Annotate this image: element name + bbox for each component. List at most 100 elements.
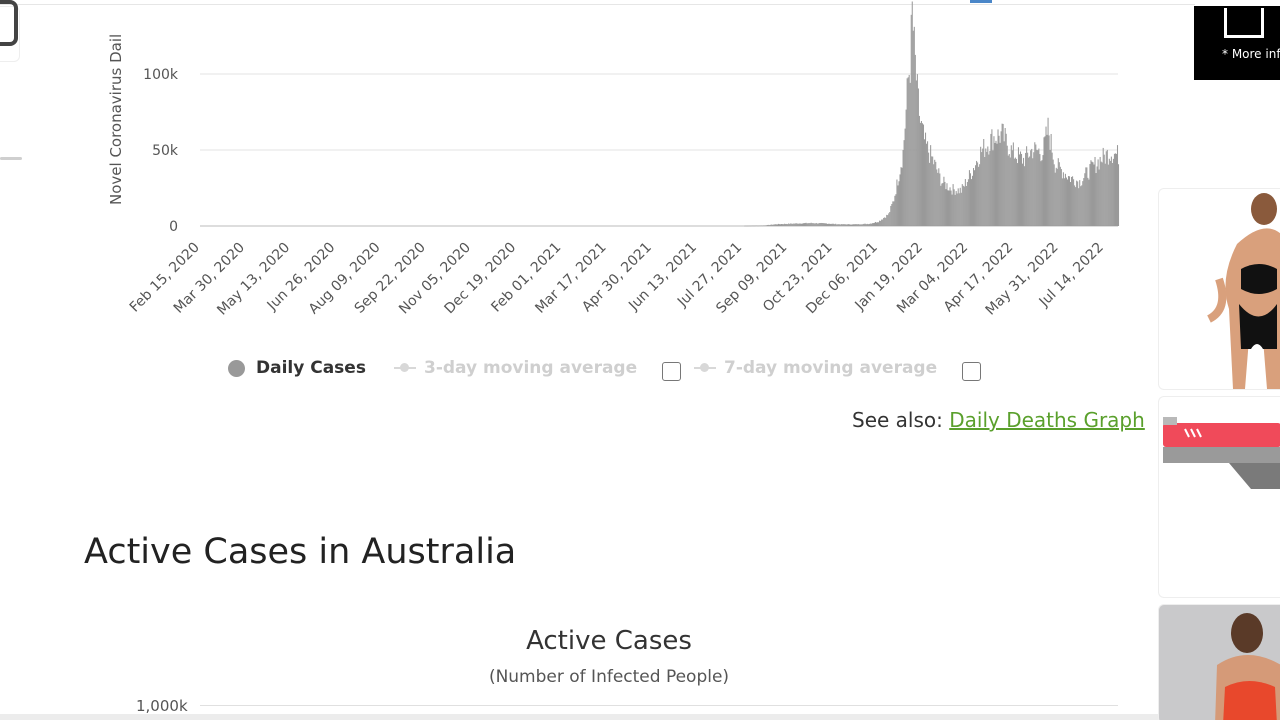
daily-cases-bar[interactable] xyxy=(949,187,951,226)
daily-cases-bar[interactable] xyxy=(1015,158,1017,226)
daily-cases-bar[interactable] xyxy=(778,224,781,226)
daily-cases-bar[interactable] xyxy=(1010,145,1012,226)
daily-cases-bar[interactable] xyxy=(1067,176,1070,226)
daily-cases-bar[interactable] xyxy=(1063,178,1065,226)
daily-cases-bar[interactable] xyxy=(867,224,869,226)
daily-cases-bar[interactable] xyxy=(1035,144,1037,226)
daily-cases-bar[interactable] xyxy=(1031,148,1033,226)
daily-cases-bar[interactable] xyxy=(1029,156,1031,226)
daily-cases-bar[interactable] xyxy=(1001,123,1003,226)
daily-cases-bar[interactable] xyxy=(974,170,976,226)
daily-cases-bar[interactable] xyxy=(1058,162,1060,226)
daily-cases-bar[interactable] xyxy=(914,54,916,226)
daily-cases-bar[interactable] xyxy=(869,223,871,226)
daily-cases-bar[interactable] xyxy=(1054,172,1056,226)
daily-cases-bar[interactable] xyxy=(794,223,796,226)
daily-cases-bar[interactable] xyxy=(896,179,898,226)
daily-cases-bar[interactable] xyxy=(813,223,815,226)
daily-cases-bar[interactable] xyxy=(976,160,978,226)
daily-cases-bar[interactable] xyxy=(1004,128,1006,226)
daily-deaths-graph-link[interactable]: Daily Deaths Graph xyxy=(949,408,1145,432)
daily-cases-bar[interactable] xyxy=(887,215,889,226)
daily-cases-bar[interactable] xyxy=(764,225,766,226)
daily-cases-bar[interactable] xyxy=(856,224,858,226)
daily-cases-bar[interactable] xyxy=(809,223,811,226)
daily-cases-bar[interactable] xyxy=(767,224,769,226)
daily-cases-bar[interactable] xyxy=(749,225,751,227)
daily-cases-bar[interactable] xyxy=(761,225,763,227)
daily-cases-bar[interactable] xyxy=(892,201,894,226)
daily-cases-bar[interactable] xyxy=(843,224,845,226)
daily-cases-bar[interactable] xyxy=(745,225,747,227)
daily-cases-bar[interactable] xyxy=(959,187,961,226)
daily-cases-bar[interactable] xyxy=(808,223,810,226)
daily-cases-bar[interactable] xyxy=(989,151,991,226)
daily-cases-bar[interactable] xyxy=(783,224,785,226)
daily-cases-bar[interactable] xyxy=(1113,153,1115,226)
daily-cases-bar[interactable] xyxy=(930,145,932,226)
daily-cases-bar[interactable] xyxy=(857,224,859,226)
daily-cases-bar[interactable] xyxy=(971,175,974,226)
daily-cases-bar[interactable] xyxy=(1089,164,1091,226)
daily-cases-bar[interactable] xyxy=(1051,152,1053,226)
daily-cases-bar[interactable] xyxy=(1108,158,1110,226)
daily-cases-bar[interactable] xyxy=(1032,158,1034,226)
daily-cases-bar[interactable] xyxy=(1008,154,1010,226)
daily-cases-bar[interactable] xyxy=(760,225,762,227)
daily-cases-bar[interactable] xyxy=(860,224,862,226)
daily-cases-bar[interactable] xyxy=(1018,154,1020,226)
daily-cases-bar[interactable] xyxy=(750,225,752,227)
daily-cases-bar[interactable] xyxy=(774,224,776,226)
daily-cases-bar[interactable] xyxy=(769,224,771,226)
daily-cases-bar[interactable] xyxy=(823,223,825,226)
daily-cases-bar[interactable] xyxy=(995,140,997,226)
daily-cases-bar[interactable] xyxy=(947,190,949,226)
daily-cases-bar[interactable] xyxy=(804,223,806,226)
daily-cases-bar[interactable] xyxy=(992,150,994,226)
daily-cases-bar[interactable] xyxy=(925,132,927,226)
daily-cases-bar[interactable] xyxy=(873,222,875,226)
daily-cases-bar[interactable] xyxy=(931,156,933,226)
daily-cases-bar[interactable] xyxy=(763,225,765,227)
daily-cases-bar[interactable] xyxy=(758,225,760,227)
daily-cases-bar[interactable] xyxy=(908,74,910,226)
daily-cases-bar[interactable] xyxy=(1081,185,1083,226)
daily-cases-bar[interactable] xyxy=(960,192,962,226)
daily-cases-bar[interactable] xyxy=(1037,150,1039,226)
daily-cases-bar[interactable] xyxy=(917,88,919,226)
daily-cases-bar[interactable] xyxy=(768,225,770,226)
daily-cases-bar[interactable] xyxy=(831,223,833,226)
daily-cases-bar[interactable] xyxy=(820,222,822,226)
daily-cases-bar[interactable] xyxy=(757,225,759,227)
daily-cases-bar[interactable] xyxy=(1013,158,1015,226)
daily-cases-bar[interactable] xyxy=(958,193,960,226)
daily-cases-bar[interactable] xyxy=(817,223,819,226)
daily-cases-bar[interactable] xyxy=(903,140,905,226)
daily-cases-bar[interactable] xyxy=(849,224,851,226)
daily-cases-bar[interactable] xyxy=(879,220,881,226)
daily-cases-bar[interactable] xyxy=(854,224,856,226)
daily-cases-bar[interactable] xyxy=(781,224,783,226)
ad-card-swimwear-1[interactable] xyxy=(1158,188,1280,390)
daily-cases-bar[interactable] xyxy=(777,223,780,226)
ad-card-toy-gun[interactable] xyxy=(1158,396,1280,598)
daily-cases-bar[interactable] xyxy=(863,223,865,226)
daily-cases-bar[interactable] xyxy=(1033,152,1035,226)
daily-cases-bar[interactable] xyxy=(861,224,863,226)
daily-cases-bar[interactable] xyxy=(851,224,853,226)
daily-cases-bar[interactable] xyxy=(968,170,970,226)
daily-cases-bar[interactable] xyxy=(815,222,817,226)
ad-banner-top[interactable]: * More info xyxy=(1194,6,1280,80)
daily-cases-bar[interactable] xyxy=(824,223,826,226)
daily-cases-bar[interactable] xyxy=(950,190,952,226)
3day-average-checkbox[interactable] xyxy=(662,362,681,381)
daily-cases-bar[interactable] xyxy=(874,221,877,226)
daily-cases-bar[interactable] xyxy=(1105,151,1107,226)
daily-cases-bar[interactable] xyxy=(825,223,828,226)
daily-cases-bar[interactable] xyxy=(883,217,885,226)
daily-cases-bar[interactable] xyxy=(1006,145,1008,226)
daily-cases-bar[interactable] xyxy=(1046,134,1048,226)
daily-cases-bar[interactable] xyxy=(821,223,823,226)
daily-cases-bar[interactable] xyxy=(819,223,821,226)
daily-cases-bar[interactable] xyxy=(969,173,971,226)
